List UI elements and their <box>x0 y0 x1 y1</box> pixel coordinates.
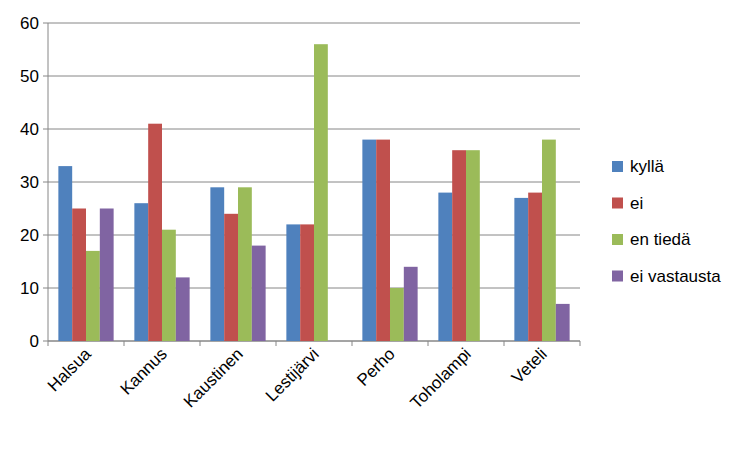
x-tick-label: Veteli <box>508 344 551 387</box>
bar <box>72 209 86 342</box>
x-tick <box>276 341 277 346</box>
bar <box>528 193 542 341</box>
legend-label: ei <box>630 194 643 213</box>
y-tick-label: 10 <box>20 279 39 298</box>
bar <box>362 140 376 341</box>
bar <box>148 124 162 341</box>
bar <box>556 304 570 341</box>
bar <box>300 224 314 341</box>
bar <box>376 140 390 341</box>
x-tick <box>352 341 353 346</box>
x-tick-label: Kannus <box>117 344 171 398</box>
y-tick-label: 40 <box>20 120 39 139</box>
bar <box>542 140 556 341</box>
bar <box>514 198 528 341</box>
x-tick-label: Lestijärvi <box>262 344 323 405</box>
bar <box>390 288 404 341</box>
bar <box>404 267 418 341</box>
bar <box>100 209 114 342</box>
x-tick <box>48 341 49 346</box>
bar <box>314 44 328 341</box>
bar <box>238 187 252 341</box>
bar <box>466 150 480 341</box>
bar <box>134 203 148 341</box>
y-tick <box>43 23 48 24</box>
bar <box>58 166 72 341</box>
legend-swatch <box>612 234 623 245</box>
legend-label: en tiedä <box>630 230 691 249</box>
y-tick-label: 20 <box>20 226 39 245</box>
bar <box>480 341 494 342</box>
x-tick <box>580 341 581 346</box>
legend-swatch <box>612 271 623 282</box>
y-tick-label: 50 <box>20 67 39 86</box>
legend-label: ei vastausta <box>630 267 721 286</box>
bars <box>58 44 569 341</box>
bar <box>162 230 176 341</box>
y-axis <box>48 23 49 341</box>
x-tick <box>504 341 505 346</box>
y-tick <box>43 182 48 183</box>
bar <box>252 246 266 341</box>
chart: 0 10 20 30 40 50 60 Halsua KannusKaustinenLestij… <box>0 0 750 450</box>
y-tick-label: 60 <box>20 14 39 33</box>
bar <box>210 187 224 341</box>
bar <box>452 150 466 341</box>
x-tick-label: Toholampi <box>407 344 475 412</box>
bar <box>328 341 342 342</box>
legend-label: kyllä <box>630 157 665 176</box>
x-tick-label: Perho <box>353 344 399 390</box>
y-tick <box>43 76 48 77</box>
y-tick <box>43 341 48 342</box>
y-tick-label: 0 <box>30 332 39 351</box>
x-tick-label: Halsua <box>44 344 95 395</box>
y-tick <box>43 129 48 130</box>
grid-line <box>48 23 580 24</box>
bar <box>176 277 190 341</box>
bar <box>438 193 452 341</box>
y-tick-label: 30 <box>20 173 39 192</box>
y-tick <box>43 288 48 289</box>
bar <box>86 251 100 341</box>
bar <box>286 224 300 341</box>
y-tick <box>43 235 48 236</box>
x-tick <box>428 341 429 346</box>
bar <box>224 214 238 341</box>
x-tick <box>124 341 125 346</box>
legend-swatch <box>612 161 623 172</box>
legend-swatch <box>612 198 623 209</box>
x-tick-label: Kaustinen <box>180 344 247 411</box>
x-tick <box>200 341 201 346</box>
